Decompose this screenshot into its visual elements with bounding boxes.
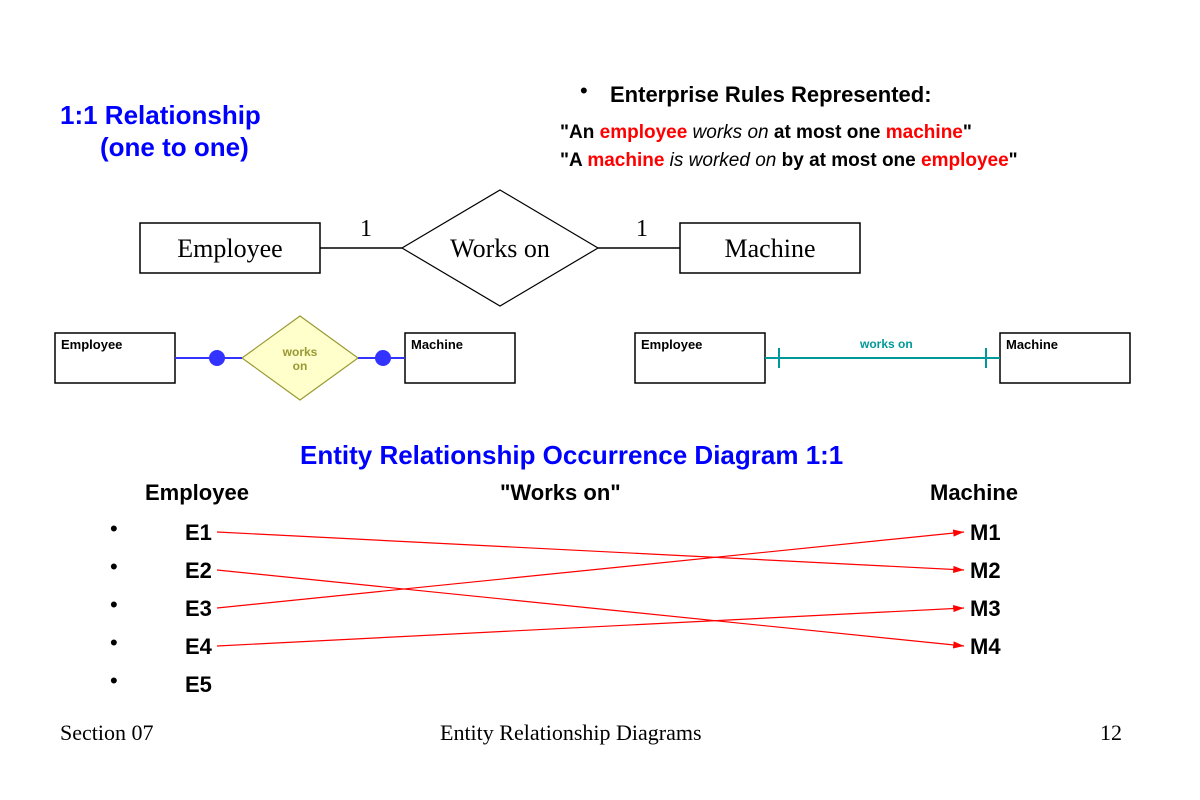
bullet-icon: • — [110, 630, 118, 656]
machine-item: M3 — [970, 596, 1001, 622]
slide-title-line1: 1:1 Relationship — [60, 100, 261, 131]
enterprise-rules-heading: Enterprise Rules Represented: — [610, 82, 932, 108]
svg-text:Employee: Employee — [177, 234, 282, 263]
svg-text:works: works — [282, 345, 318, 359]
svg-text:works on: works on — [859, 337, 913, 351]
svg-text:on: on — [293, 359, 308, 373]
enterprise-rule-2: "A machine is worked on by at most one e… — [560, 150, 1018, 172]
footer-right: 12 — [1100, 720, 1122, 746]
bullet-icon: • — [110, 516, 118, 542]
bullet-icon: • — [110, 668, 118, 694]
occurrence-title: Entity Relationship Occurrence Diagram 1… — [300, 440, 843, 471]
svg-text:Machine: Machine — [1006, 337, 1058, 352]
footer-left: Section 07 — [60, 720, 154, 746]
bullet-icon: • — [110, 592, 118, 618]
svg-text:1: 1 — [360, 216, 372, 242]
employee-item: E4 — [185, 634, 212, 660]
slide-title-line2: (one to one) — [100, 132, 249, 163]
svg-text:1: 1 — [636, 216, 648, 242]
col-header-machine: Machine — [930, 480, 1018, 506]
footer-center: Entity Relationship Diagrams — [440, 720, 702, 746]
svg-text:Works on: Works on — [450, 234, 550, 263]
svg-text:Employee: Employee — [61, 337, 122, 352]
svg-text:Machine: Machine — [725, 234, 816, 263]
bullet-icon: • — [110, 554, 118, 580]
employee-item: E1 — [185, 520, 212, 546]
employee-item: E3 — [185, 596, 212, 622]
machine-item: M4 — [970, 634, 1001, 660]
employee-item: E5 — [185, 672, 212, 698]
svg-text:Machine: Machine — [411, 337, 463, 352]
machine-item: M2 — [970, 558, 1001, 584]
col-header-workson: "Works on" — [500, 480, 621, 506]
col-header-employee: Employee — [145, 480, 249, 506]
svg-text:Employee: Employee — [641, 337, 702, 352]
bullet-icon: • — [580, 78, 588, 104]
enterprise-rule-1: "An employee works on at most one machin… — [560, 122, 972, 144]
machine-item: M1 — [970, 520, 1001, 546]
employee-item: E2 — [185, 558, 212, 584]
